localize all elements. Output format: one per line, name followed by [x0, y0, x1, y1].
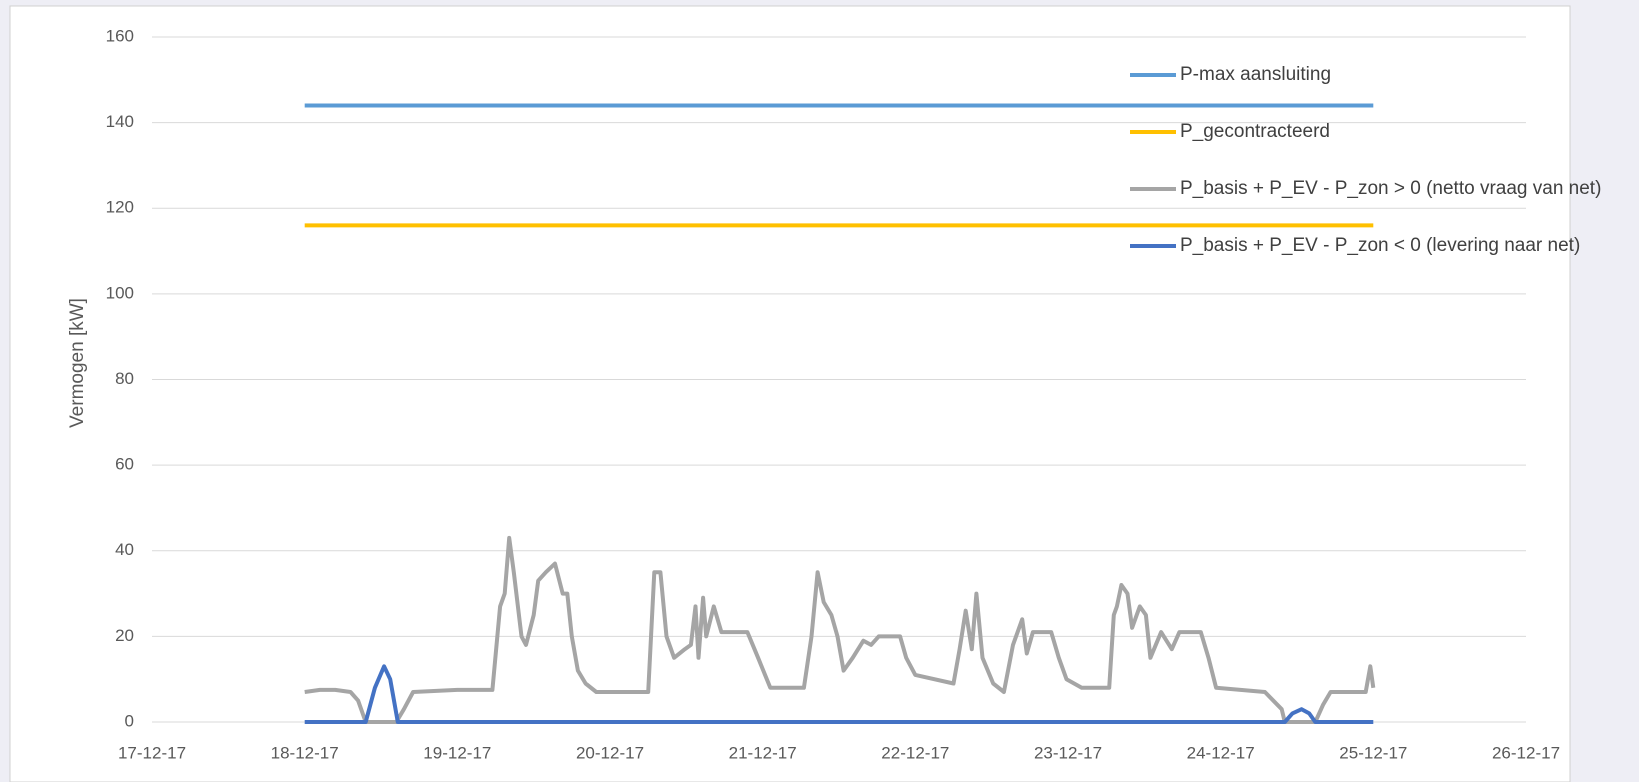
y-tick-label: 0 [125, 711, 134, 730]
x-tick-label: 20-12-17 [576, 743, 644, 762]
x-tick-label: 18-12-17 [271, 743, 339, 762]
x-tick-label: 17-12-17 [118, 743, 186, 762]
x-tick-label: 25-12-17 [1339, 743, 1407, 762]
x-tick-label: 26-12-17 [1492, 743, 1560, 762]
y-tick-label: 140 [106, 112, 134, 131]
legend-label: P_basis + P_EV - P_zon > 0 (netto vraag … [1180, 178, 1601, 199]
y-axis-label: Vermogen [kW] [67, 298, 88, 428]
y-tick-label: 60 [115, 455, 134, 474]
x-tick-label: 23-12-17 [1034, 743, 1102, 762]
legend-label: P_gecontracteerd [1180, 121, 1330, 142]
x-tick-label: 21-12-17 [729, 743, 797, 762]
y-tick-label: 100 [106, 283, 134, 302]
x-tick-label: 22-12-17 [881, 743, 949, 762]
legend-label: P-max aansluiting [1180, 64, 1331, 85]
y-tick-label: 80 [115, 369, 134, 388]
series-line [304, 664, 1374, 724]
x-tick-label: 19-12-17 [423, 743, 491, 762]
series-line [304, 535, 1376, 724]
y-tick-label: 120 [106, 198, 134, 217]
y-tick-label: 20 [115, 626, 134, 645]
x-tick-label: 24-12-17 [1187, 743, 1255, 762]
legend-label: P_basis + P_EV - P_zon < 0 (levering naa… [1180, 235, 1580, 256]
y-tick-label: 160 [106, 26, 134, 45]
y-tick-label: 40 [115, 540, 134, 559]
chart-frame [9, 5, 1571, 782]
